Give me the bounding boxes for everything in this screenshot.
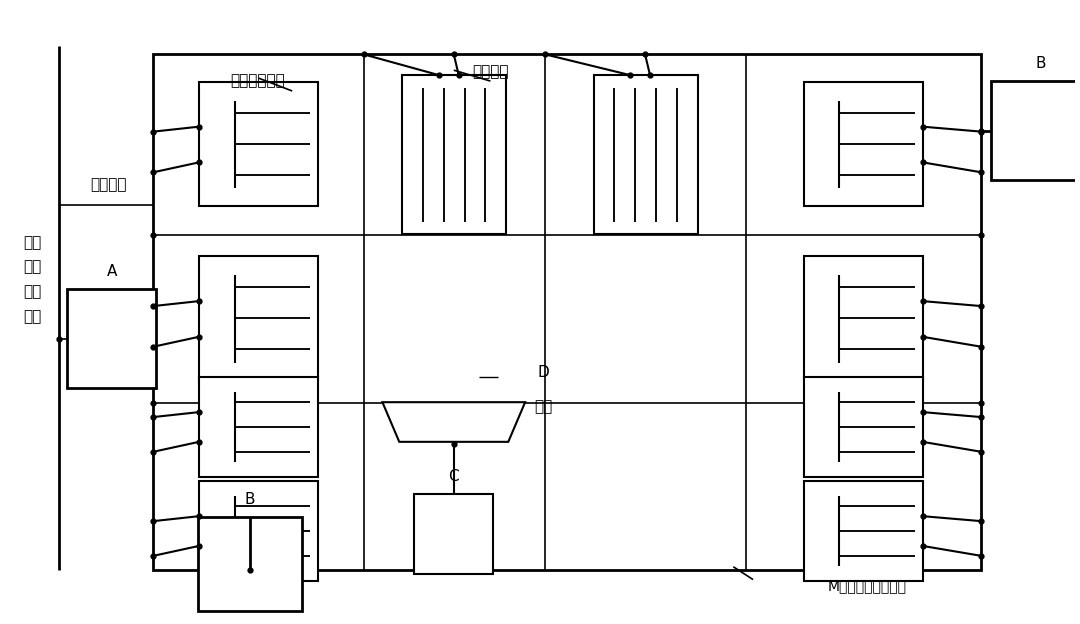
Bar [804, 378, 922, 477]
Bar [67, 289, 157, 388]
Bar [991, 81, 1080, 180]
Polygon shape [382, 402, 525, 442]
Bar [199, 82, 318, 206]
Text: D: D [537, 365, 549, 380]
Bar [804, 482, 922, 580]
Text: 电气
竖井
接地
干线: 电气 竖井 接地 干线 [24, 235, 42, 324]
Text: 线槽: 线槽 [534, 399, 552, 414]
Bar [804, 256, 922, 381]
Text: A: A [107, 264, 117, 279]
Bar [198, 517, 302, 612]
Text: C: C [448, 469, 459, 484]
Text: 设备机房示意: 设备机房示意 [230, 74, 285, 89]
Bar [414, 494, 494, 573]
Bar [199, 256, 318, 381]
Bar [153, 54, 981, 570]
Text: M型等电位连接网络: M型等电位连接网络 [827, 580, 906, 593]
Bar [199, 482, 318, 580]
Bar [594, 75, 698, 234]
Bar [199, 378, 318, 477]
Text: 本层竖井: 本层竖井 [91, 178, 127, 193]
Text: B: B [244, 492, 255, 507]
Text: 单台设备: 单台设备 [472, 64, 509, 79]
Bar [402, 75, 507, 234]
Text: B: B [1036, 56, 1045, 71]
Bar [804, 82, 922, 206]
